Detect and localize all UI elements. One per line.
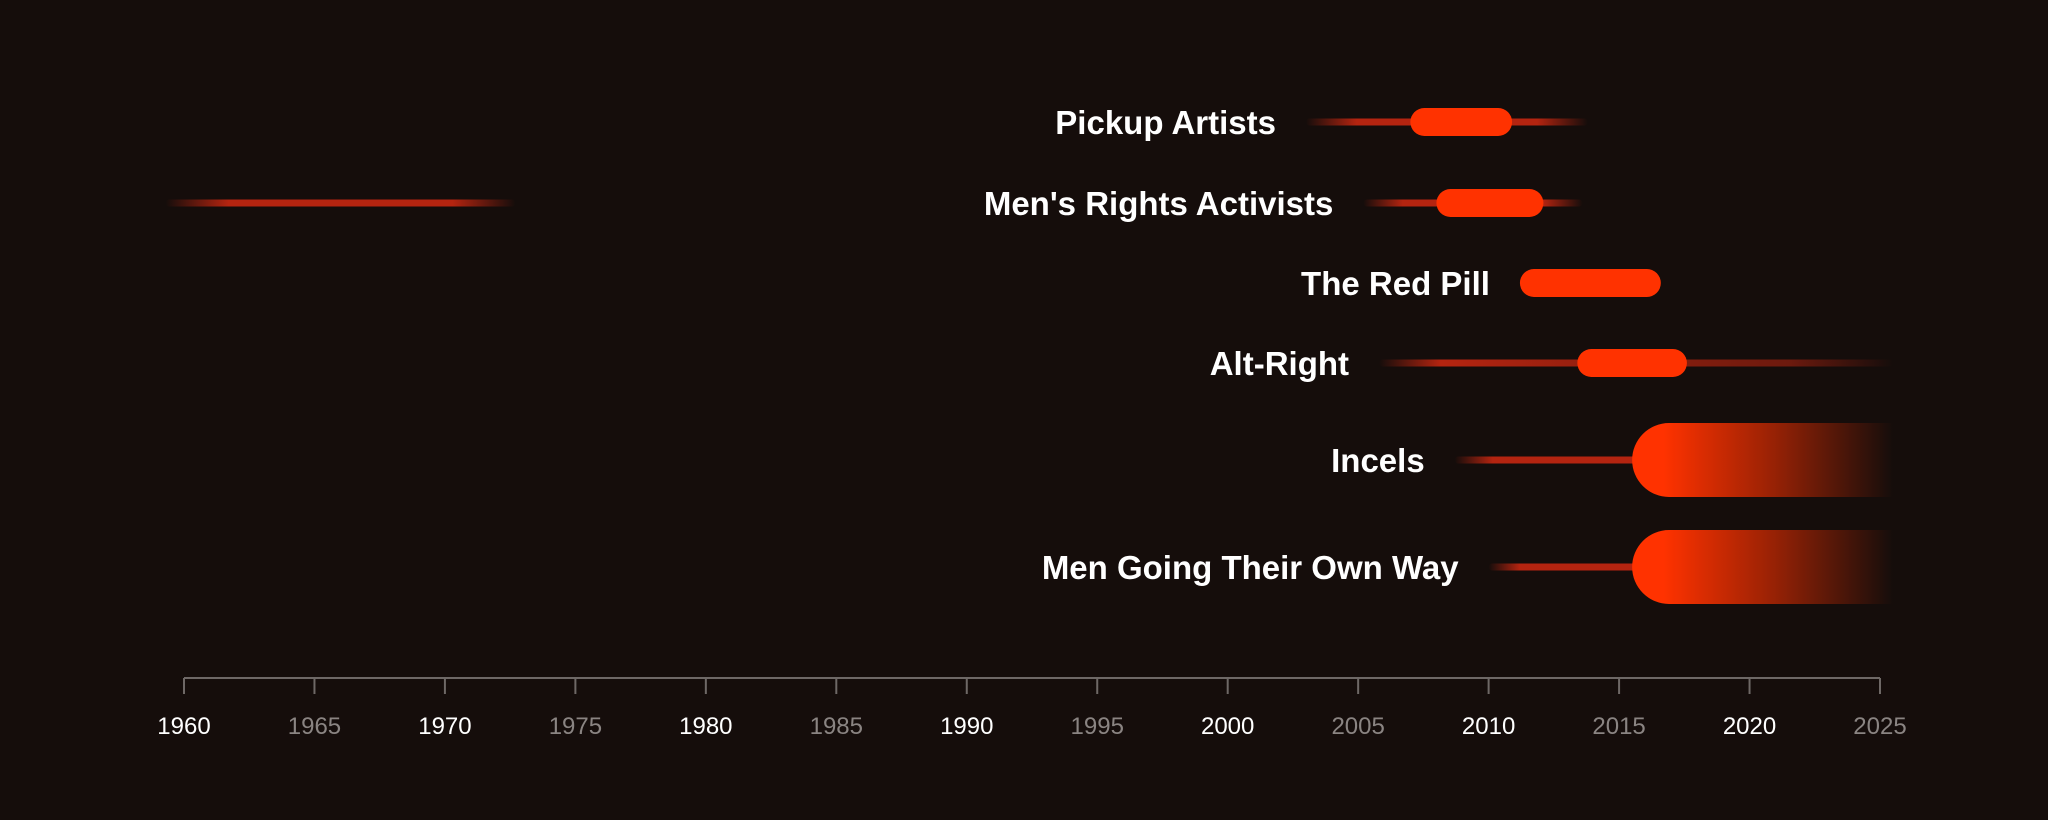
group-label: Men's Rights Activists bbox=[984, 185, 1334, 222]
group-label: Pickup Artists bbox=[1055, 104, 1276, 141]
group-incels bbox=[1454, 423, 1894, 497]
peak-bar bbox=[1519, 269, 1661, 297]
group-men-going-their-own-way bbox=[1488, 530, 1894, 604]
activity-line bbox=[1488, 563, 1646, 571]
x-tick-label: 1960 bbox=[157, 713, 210, 740]
peak-bar bbox=[1436, 189, 1544, 217]
x-tick-label: 1980 bbox=[679, 713, 732, 740]
group-men-s-rights-activists bbox=[165, 189, 1583, 217]
bars-layer bbox=[165, 108, 1894, 604]
labels-layer: Pickup Artists Men's Rights Activists The … bbox=[984, 104, 1490, 586]
activity-line bbox=[1454, 456, 1646, 464]
early-activity-line bbox=[165, 199, 516, 207]
x-tick-label: 1995 bbox=[1071, 713, 1124, 740]
x-tick-label: 2005 bbox=[1331, 713, 1384, 740]
group-pickup-artists bbox=[1305, 108, 1588, 136]
x-axis: 1960 1965 1970 1975 1980 1985 1990 1995 2000 2005… bbox=[157, 677, 1907, 740]
group-alt-right bbox=[1379, 349, 1894, 377]
group-label: Alt-Right bbox=[1210, 345, 1349, 382]
x-tick-label: 2010 bbox=[1462, 713, 1515, 740]
x-tick-label: 1970 bbox=[418, 713, 471, 740]
group-label: Incels bbox=[1331, 442, 1425, 479]
x-tick-label: 2015 bbox=[1592, 713, 1645, 740]
x-tick-label: 1985 bbox=[810, 713, 863, 740]
x-tick-label: 1975 bbox=[549, 713, 602, 740]
group-label: Men Going Their Own Way bbox=[1042, 549, 1459, 586]
x-tick-label: 2000 bbox=[1201, 713, 1254, 740]
x-tick-label: 2025 bbox=[1853, 713, 1906, 740]
peak-bar bbox=[1410, 108, 1513, 136]
peak-bar bbox=[1632, 423, 1894, 497]
peak-bar bbox=[1632, 530, 1894, 604]
group-the-red-pill bbox=[1519, 269, 1661, 297]
group-label: The Red Pill bbox=[1301, 265, 1490, 302]
x-tick-label: 2020 bbox=[1723, 713, 1776, 740]
x-tick-label: 1990 bbox=[940, 713, 993, 740]
peak-bar bbox=[1577, 349, 1687, 377]
x-tick-label: 1965 bbox=[288, 713, 341, 740]
